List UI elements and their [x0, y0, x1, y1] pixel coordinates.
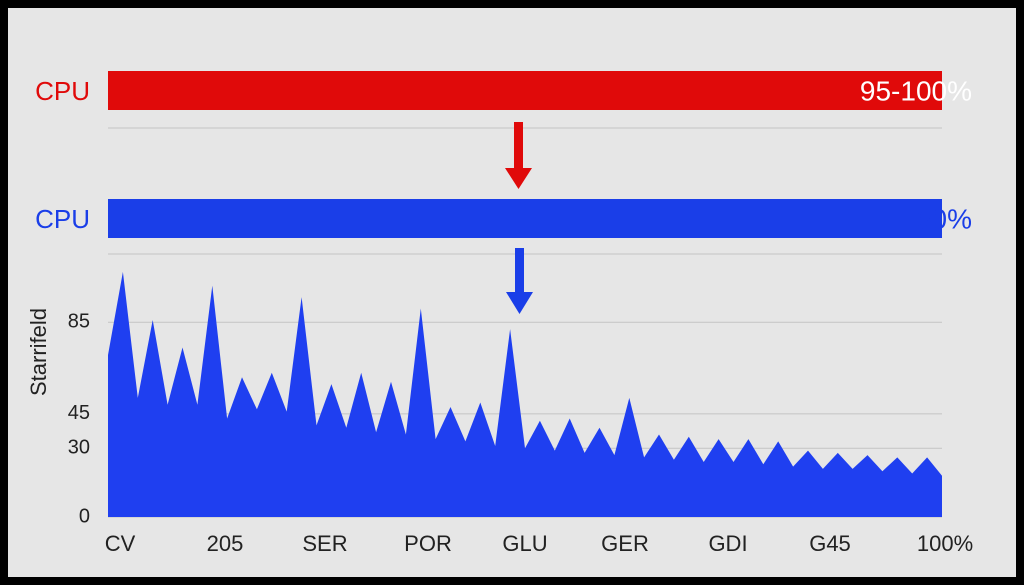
y-tick-label: 85	[68, 311, 90, 333]
y-tick-label: 45	[68, 402, 90, 424]
x-tick-label: 205	[207, 531, 244, 556]
cpu-label: CPU	[35, 204, 90, 234]
x-tick-label: 100%	[917, 531, 973, 556]
cpu-bar	[108, 71, 942, 110]
x-tick-label: G45	[809, 531, 851, 556]
cpu-label: CPU	[35, 76, 90, 106]
y-axis-label: Starrifeld	[26, 308, 51, 396]
cpu-value-label: 60%	[916, 203, 972, 234]
x-tick-label: POR	[404, 531, 452, 556]
y-tick-label: 0	[79, 505, 90, 527]
y-tick-label: 30	[68, 437, 90, 459]
x-tick-label: GER	[601, 531, 649, 556]
x-tick-label: CV	[105, 531, 136, 556]
x-tick-label: SER	[302, 531, 347, 556]
arrow-blue	[506, 248, 533, 314]
arrow-red	[505, 122, 532, 189]
x-tick-label: GLU	[502, 531, 547, 556]
area	[108, 271, 942, 517]
cpu-bar	[108, 199, 942, 238]
cpu-value-label: 95-100%	[860, 75, 972, 106]
x-tick-label: GDI	[708, 531, 747, 556]
